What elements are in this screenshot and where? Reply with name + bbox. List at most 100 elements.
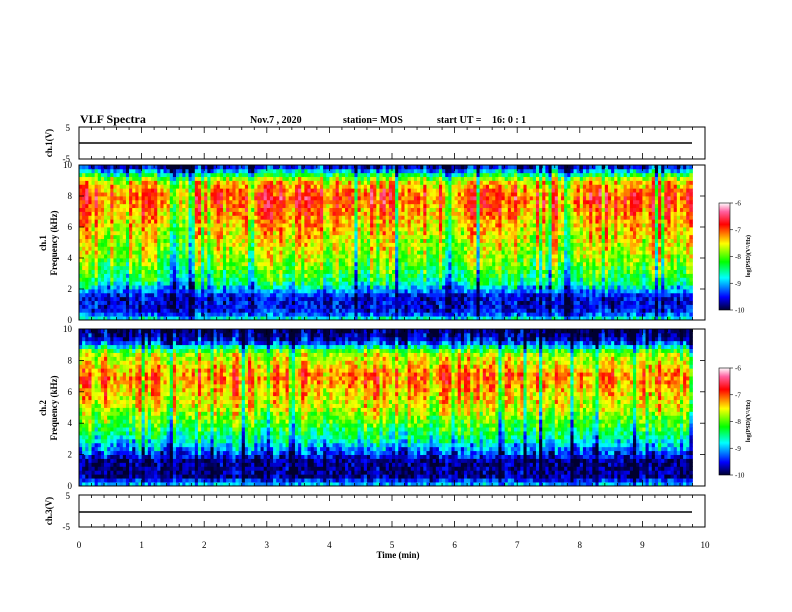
spectrogram-cell: [241, 234, 246, 240]
spectrogram-cell: [316, 269, 321, 274]
spectrogram-cell: [182, 199, 186, 205]
spectrogram-cell: [254, 265, 258, 271]
spectrogram-cell: [207, 230, 211, 236]
spectrogram-cell: [385, 246, 390, 251]
spectrogram-cell: [313, 219, 318, 224]
spectrogram-cell: [119, 207, 124, 212]
spectrogram-cell: [144, 308, 149, 313]
spectrogram-cell: [138, 261, 142, 267]
spectrogram-cell: [244, 273, 249, 278]
spectrogram-cell: [169, 211, 174, 216]
spectrogram-cell: [285, 180, 290, 185]
spectrogram-cell: [335, 227, 340, 232]
spectrogram-cell: [125, 176, 130, 181]
spectrogram-cell: [241, 265, 246, 271]
spectrogram-cell: [201, 292, 205, 298]
spectrogram-cell: [104, 312, 108, 317]
spectrogram-cell: [326, 234, 330, 240]
spectrogram-cell: [276, 168, 280, 174]
spectrogram-cell: [176, 285, 180, 290]
spectrogram-cell: [122, 176, 127, 181]
spectrogram-cell: [432, 285, 437, 290]
spectrogram-cell: [119, 269, 124, 274]
spectrogram-cell: [194, 246, 199, 251]
spectrogram-cell: [366, 254, 371, 259]
spectrogram-cell: [185, 285, 189, 290]
spectrogram-cell: [329, 292, 333, 298]
spectrogram-cell: [251, 196, 255, 201]
spectrogram-cell: [232, 227, 236, 232]
spectrogram-cell: [323, 254, 327, 259]
spectrogram-cell: [395, 196, 399, 201]
spectrogram-cell: [345, 168, 349, 174]
spectrogram-cell: [326, 199, 330, 205]
spectrogram-cell: [432, 316, 437, 321]
spectrogram-cell: [398, 261, 402, 267]
spectrogram-cell: [260, 312, 265, 317]
spectrogram-cell: [197, 254, 202, 259]
spectrogram-cell: [185, 269, 189, 274]
spectrogram-cell: [370, 277, 374, 282]
spectrogram-cell: [442, 230, 446, 236]
spectrogram-cell: [423, 246, 427, 251]
spectrogram-cell: [147, 211, 152, 216]
spectrogram-cell: [392, 281, 396, 286]
spectrogram-cell: [388, 199, 393, 205]
spectrogram-cell: [304, 261, 308, 267]
spectrogram-cell: [348, 258, 352, 263]
spectrogram-cell: [222, 292, 227, 298]
spectrogram-cell: [451, 254, 455, 259]
spectrogram-cell: [185, 316, 189, 321]
spectrogram-cell: [104, 308, 108, 313]
spectrogram-cell: [457, 207, 462, 212]
spectrogram-cell: [188, 199, 193, 205]
spectrogram-cell: [260, 316, 265, 321]
spectrogram-cell: [232, 176, 236, 181]
spectrogram-cell: [188, 203, 193, 209]
spectrogram-cell: [363, 223, 368, 228]
spectrogram-cell: [116, 316, 121, 321]
spectrogram-cell: [288, 168, 293, 174]
spectrogram-cell: [116, 277, 121, 282]
spectrogram-cell: [445, 246, 449, 251]
spectrogram-cell: [113, 285, 117, 290]
spectrogram-cell: [448, 312, 452, 317]
spectrogram-cell: [235, 234, 240, 240]
spectrogram-cell: [201, 261, 205, 267]
spectrogram-cell: [260, 258, 265, 263]
spectrogram-cell: [191, 254, 196, 259]
spectrogram-cell: [294, 172, 299, 178]
spectrogram-cell: [263, 176, 268, 181]
spectrogram-cell: [279, 296, 283, 302]
spectrogram-cell: [104, 184, 108, 189]
spectrogram-cell: [238, 176, 243, 181]
spectrogram-cell: [210, 184, 214, 189]
spectrogram-cell: [169, 277, 174, 282]
spectrogram-cell: [291, 246, 296, 251]
spectrogram-cell: [316, 304, 321, 309]
spectrogram-cell: [222, 250, 227, 255]
spectrogram-cell: [79, 215, 83, 220]
spectrogram-cell: [210, 211, 214, 216]
spectrogram-cell: [210, 300, 214, 305]
spectrogram-cell: [269, 188, 274, 193]
spectrogram-cell: [332, 289, 337, 294]
spectrogram-cell: [248, 227, 252, 232]
spectrogram-cell: [392, 285, 396, 290]
spectrogram-cell: [269, 254, 274, 259]
spectrogram-cell: [370, 316, 374, 321]
spectrogram-cell: [248, 308, 252, 313]
spectrogram-cell: [235, 203, 240, 209]
spectrogram-cell: [445, 199, 449, 205]
spectrogram-cell: [373, 180, 377, 185]
spectrogram-cell: [260, 176, 265, 181]
spectrogram-cell: [435, 180, 440, 185]
spectrogram-cell: [88, 227, 92, 232]
spectrogram-cell: [407, 184, 412, 189]
spectrogram-cell: [210, 223, 214, 228]
spectrogram-cell: [429, 234, 434, 240]
spectrogram-cell: [432, 227, 437, 232]
spectrogram-cell: [457, 277, 462, 282]
spectrogram-cell: [129, 199, 133, 205]
spectrogram-cell: [166, 246, 171, 251]
